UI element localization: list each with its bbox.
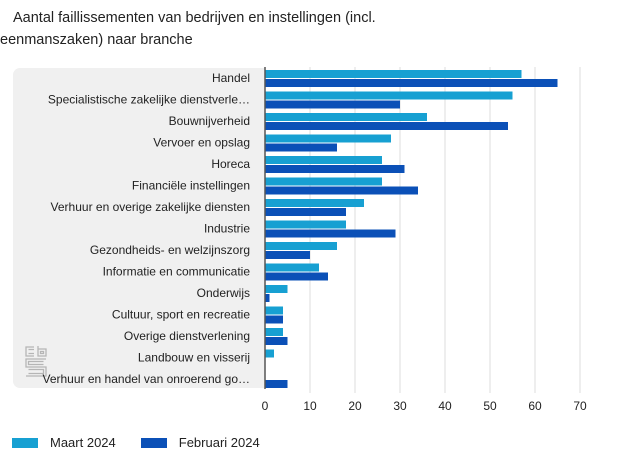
category-label: Vervoer en opslag	[153, 136, 250, 150]
x-tick-label: 20	[348, 399, 362, 413]
legend-swatch-februari-2024	[140, 437, 167, 448]
bar-februari-2024[interactable]	[265, 186, 418, 195]
category-label: Horeca	[211, 157, 250, 171]
bar-maart-2024[interactable]	[265, 306, 283, 315]
chart-title-line-2: eenmanszaken) naar branche	[0, 32, 193, 48]
chart-title-line-1: Aantal faillissementen van bedrijven en …	[13, 10, 376, 26]
bar-februari-2024[interactable]	[265, 79, 558, 87]
bar-maart-2024[interactable]	[265, 113, 427, 121]
category-label: Gezondheids- en welzijnszorg	[90, 243, 250, 257]
x-tick-label: 60	[528, 399, 542, 413]
category-labels: Handel Specialistische zakelijke dienstve…	[43, 71, 251, 386]
cbs-logo-icon	[25, 346, 47, 377]
bar-maart-2024[interactable]	[265, 199, 364, 207]
bar-maart-2024[interactable]	[265, 156, 382, 164]
bar-februari-2024[interactable]	[265, 122, 508, 130]
x-axis-tick-labels: 0 10 20 30 40 50 60 70	[262, 399, 587, 413]
legend: Maart 2024 Februari 2024	[12, 435, 285, 450]
category-label: Landbouw en visserij	[138, 351, 250, 365]
bar-maart-2024[interactable]	[265, 263, 319, 272]
category-label-panel	[13, 68, 265, 388]
x-tick-label: 0	[262, 399, 269, 413]
bar-februari-2024[interactable]	[265, 251, 310, 259]
legend-swatch-maart-2024	[12, 437, 38, 448]
bar-februari-2024[interactable]	[265, 208, 346, 216]
chart-title: Aantal faillissementen van bedrijven en …	[0, 7, 560, 51]
x-tick-label: 50	[483, 399, 497, 413]
bar-februari-2024[interactable]	[265, 143, 337, 152]
x-tick-label: 30	[393, 399, 407, 413]
bar-februari-2024[interactable]	[265, 229, 396, 238]
category-label: Overige dienstverlening	[124, 329, 250, 343]
legend-item-februari-2024[interactable]: Februari 2024	[140, 435, 260, 450]
bar-februari-2024[interactable]	[265, 165, 405, 173]
x-tick-label: 70	[573, 399, 587, 413]
category-label: Verhuur en handel van onroerend go…	[43, 372, 251, 386]
bar-februari-2024[interactable]	[265, 272, 328, 281]
legend-label-maart-2024: Maart 2024	[50, 435, 116, 450]
bar-februari-2024[interactable]	[265, 380, 288, 388]
bar-februari-2024[interactable]	[265, 315, 283, 324]
category-label: Specialistische zakelijke dienstverle…	[48, 93, 250, 107]
x-tick-label: 40	[438, 399, 452, 413]
category-label: Financiële instellingen	[132, 179, 250, 193]
category-label: Onderwijs	[197, 286, 250, 300]
category-label: Bouwnijverheid	[169, 114, 250, 128]
bar-februari-2024[interactable]	[265, 100, 400, 109]
category-label: Industrie	[204, 222, 250, 236]
bar-maart-2024[interactable]	[265, 91, 513, 100]
category-label: Verhuur en overige zakelijke diensten	[51, 200, 250, 214]
bar-maart-2024[interactable]	[265, 285, 288, 293]
bar-februari-2024[interactable]	[265, 294, 270, 302]
bar-maart-2024[interactable]	[265, 328, 283, 336]
legend-label-februari-2024: Februari 2024	[178, 435, 260, 450]
bar-februari-2024[interactable]	[265, 337, 288, 345]
bar-maart-2024[interactable]	[265, 177, 382, 186]
x-tick-label: 10	[303, 399, 317, 413]
bars	[265, 70, 558, 388]
bar-maart-2024[interactable]	[265, 349, 274, 358]
bar-maart-2024[interactable]	[265, 242, 337, 250]
legend-item-maart-2024[interactable]: Maart 2024	[12, 435, 116, 450]
bar-maart-2024[interactable]	[265, 134, 391, 143]
category-label: Handel	[212, 71, 250, 85]
bar-maart-2024[interactable]	[265, 70, 522, 78]
category-label: Informatie en communicatie	[103, 265, 251, 279]
bar-maart-2024[interactable]	[265, 220, 346, 229]
category-label: Cultuur, sport en recreatie	[112, 308, 250, 322]
